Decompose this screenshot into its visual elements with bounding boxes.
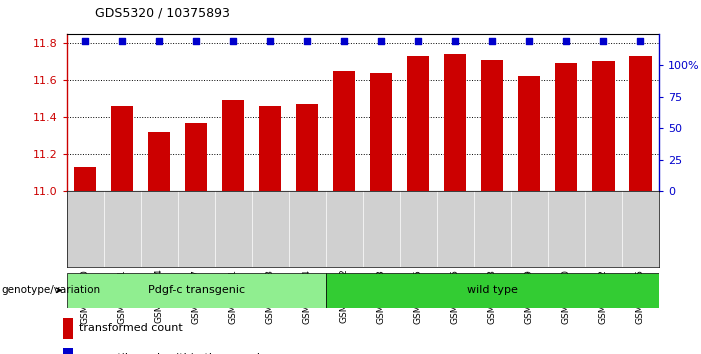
Point (264, 38, 275, 44)
Bar (67, 273, 326, 308)
Point (339, 38, 350, 44)
Text: GDS5320 / 10375893: GDS5320 / 10375893 (95, 6, 229, 19)
Text: transformed count: transformed count (79, 323, 183, 333)
Text: wild type: wild type (467, 285, 518, 295)
Point (561, 38, 572, 44)
Bar (629, 56, 651, 191)
Point (79, 38, 90, 44)
Text: percentile rank within the sample: percentile rank within the sample (79, 353, 267, 354)
Bar (111, 106, 133, 191)
Bar (62, 318, 73, 338)
Point (154, 38, 165, 44)
Point (598, 38, 609, 44)
Point (301, 38, 313, 44)
Bar (518, 76, 540, 191)
Point (376, 38, 387, 44)
Bar (185, 122, 207, 191)
Bar (481, 59, 503, 191)
Point (635, 38, 646, 44)
Point (116, 38, 128, 44)
Text: Pdgf-c transgenic: Pdgf-c transgenic (148, 285, 245, 295)
Point (413, 38, 424, 44)
Text: genotype/variation: genotype/variation (1, 285, 100, 295)
Bar (370, 73, 393, 191)
Bar (222, 100, 244, 191)
Point (486, 38, 498, 44)
Point (450, 38, 461, 44)
Bar (74, 167, 96, 191)
Bar (555, 63, 578, 191)
Bar (592, 62, 615, 191)
Bar (62, 348, 73, 354)
Bar (444, 54, 466, 191)
Point (524, 38, 535, 44)
Bar (326, 273, 659, 308)
Point (228, 38, 239, 44)
Bar (333, 71, 355, 191)
Bar (296, 104, 318, 191)
Bar (148, 132, 170, 191)
Bar (407, 56, 430, 191)
Point (191, 38, 202, 44)
Bar (259, 106, 281, 191)
